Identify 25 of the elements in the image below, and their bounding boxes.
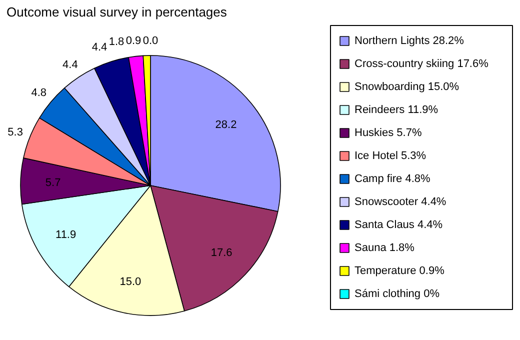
data-label: 4.8 <box>31 86 47 99</box>
data-label: 1.8 <box>108 36 124 48</box>
legend-label: Cross-country skiing 17.6% <box>354 58 489 70</box>
legend-label: Snowscooter 4.4% <box>354 196 446 208</box>
legend-label: Huskies 5.7% <box>354 127 422 139</box>
data-label: 17.6 <box>210 247 232 260</box>
text: 0.0 <box>142 34 158 47</box>
legend-label: Sámi clothing 0% <box>354 288 440 300</box>
legend-label: Snowboarding 15.0% <box>354 81 460 93</box>
legend-label: Sauna 1.8% <box>354 242 415 254</box>
legend-label: Northern Lights 28.2% <box>354 35 464 47</box>
legend-label: Reindeers 11.9% <box>354 104 438 116</box>
data-label: 5.3 <box>8 126 23 138</box>
data-label: 5.7 <box>45 177 61 190</box>
data-label: 11.9 <box>56 228 76 241</box>
legend-label: Santa Claus 4.4% <box>354 219 443 231</box>
data-label: 15.0 <box>120 276 142 288</box>
legend-label: Temperature 0.9% <box>354 265 445 277</box>
legend-label: Camp fire 4.8% <box>354 173 431 185</box>
chart-title: Outcome visual survey in percentages <box>6 4 228 20</box>
data-label: 0.9 <box>126 34 142 47</box>
legend-label: Ice Hotel 5.3% <box>354 150 426 162</box>
data-label: 4.4 <box>92 42 108 54</box>
data-label: 4.4 <box>62 59 78 72</box>
data-label: 28.2 <box>215 118 237 131</box>
